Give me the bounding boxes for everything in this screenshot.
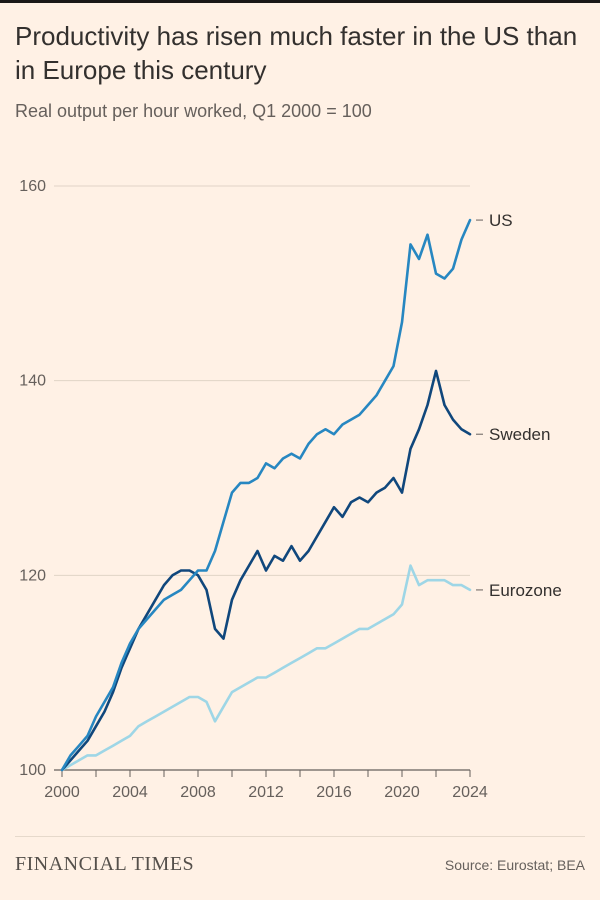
series-line-us bbox=[60, 218, 472, 771]
y-tick-label-160: 160 bbox=[19, 178, 46, 195]
chart-footer: FINANCIAL TIMES Source: Eurostat; BEA bbox=[15, 836, 585, 900]
series-line-sweden bbox=[60, 369, 472, 771]
y-tick-label-100: 100 bbox=[19, 762, 46, 779]
series-line-eurozone bbox=[60, 563, 472, 771]
x-tick-label-2016: 2016 bbox=[316, 784, 352, 801]
y-tick-label-140: 140 bbox=[19, 372, 46, 389]
x-tick-label-2008: 2008 bbox=[180, 784, 216, 801]
series-label-eurozone: Eurozone bbox=[489, 581, 562, 600]
ft-logo-text: FINANCIAL TIMES bbox=[15, 853, 195, 875]
source-note: Source: Eurostat; BEA bbox=[444, 857, 585, 873]
chart-title: Productivity has risen much faster in th… bbox=[15, 21, 578, 86]
x-tick-label-2024: 2024 bbox=[452, 784, 488, 801]
chart-subtitle: Real output per hour worked, Q1 2000 = 1… bbox=[15, 100, 372, 121]
y-tick-label-120: 120 bbox=[19, 567, 46, 584]
series-label-sweden: Sweden bbox=[489, 425, 550, 444]
x-tick-label-2020: 2020 bbox=[384, 784, 420, 801]
productivity-line-chart: 100 120 140 160 2000 2004 2008 2012 2016 2020 2024… bbox=[19, 178, 562, 801]
x-tick-label-2000: 2000 bbox=[44, 784, 80, 801]
x-tick-label-2012: 2012 bbox=[248, 784, 284, 801]
x-tick-label-2004: 2004 bbox=[112, 784, 148, 801]
series-label-us: US bbox=[489, 211, 513, 230]
